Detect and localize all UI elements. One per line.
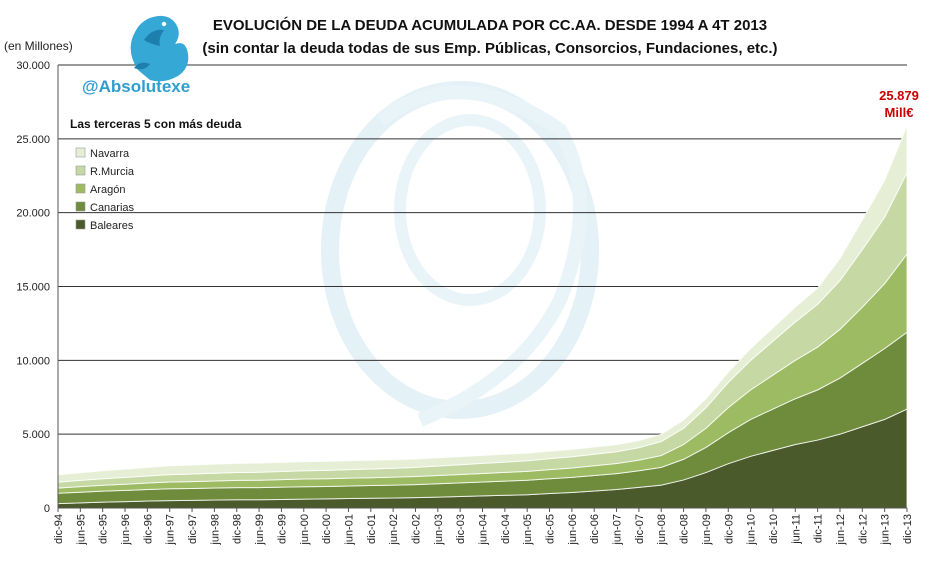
x-tick-label: jun-95 xyxy=(75,514,87,546)
x-tick-label: jun-08 xyxy=(656,514,668,546)
x-tick-label: dic-98 xyxy=(232,514,244,544)
chart-subtitle: (sin contar la deuda todas de sus Emp. P… xyxy=(202,40,777,57)
callout-value: 25.879 xyxy=(879,88,919,103)
griffin-watermark-icon xyxy=(321,81,599,427)
x-tick-label: dic-03 xyxy=(455,514,467,544)
x-tick-label: dic-94 xyxy=(53,514,65,544)
griffin-logo-icon xyxy=(130,15,189,82)
x-tick-label: jun-98 xyxy=(209,514,221,546)
legend-label: Baleares xyxy=(90,220,134,232)
chart-title: EVOLUCIÓN DE LA DEUDA ACUMULADA POR CC.A… xyxy=(213,16,767,34)
x-tick-label: jun-10 xyxy=(746,514,758,546)
unit-label: (en Millones) xyxy=(4,39,73,53)
x-tick-label: jun-02 xyxy=(388,514,400,546)
x-tick-label: dic-95 xyxy=(98,514,110,544)
x-tick-label: jun-97 xyxy=(165,514,177,546)
x-tick-label: jun-12 xyxy=(835,514,847,546)
x-tick-label: dic-96 xyxy=(142,514,154,544)
x-tick-label: jun-05 xyxy=(522,514,534,546)
x-tick-label: jun-03 xyxy=(433,514,445,546)
y-tick-label: 20.000 xyxy=(16,208,50,220)
x-tick-label: jun-07 xyxy=(612,514,624,546)
x-tick-label: jun-09 xyxy=(701,514,713,546)
y-tick-label: 25.000 xyxy=(16,134,50,146)
x-tick-label: jun-04 xyxy=(478,514,490,546)
legend-label: Canarias xyxy=(90,202,135,214)
legend-swatch xyxy=(75,147,86,158)
legend: Navarra R.Murcia Aragón Canarias Baleares xyxy=(75,147,135,232)
x-tick-label: jun-99 xyxy=(254,514,266,546)
x-tick-label: jun-01 xyxy=(343,514,355,546)
x-tick-label: jun-96 xyxy=(120,514,132,546)
x-tick-label: dic-08 xyxy=(679,514,691,544)
x-axis-ticks: dic-94 jun-95 dic-95 jun-96 dic-96 jun-97 dic-… xyxy=(53,508,914,546)
legend-swatch xyxy=(75,219,86,230)
y-tick-label: 30.000 xyxy=(16,60,50,72)
y-tick-label: 0 xyxy=(44,503,50,515)
x-tick-label: dic-99 xyxy=(276,514,288,544)
x-tick-label: dic-97 xyxy=(187,514,199,544)
x-tick-label: dic-01 xyxy=(366,514,378,544)
legend-label: Aragón xyxy=(90,184,125,196)
y-tick-label: 15.000 xyxy=(16,282,50,294)
x-tick-label: dic-13 xyxy=(902,514,914,544)
x-tick-label: dic-05 xyxy=(545,514,557,544)
area-series xyxy=(57,125,908,509)
x-tick-label: jun-00 xyxy=(299,514,311,546)
x-tick-label: dic-11 xyxy=(813,514,825,543)
x-tick-label: dic-02 xyxy=(410,514,422,544)
legend-swatch xyxy=(75,183,86,194)
x-tick-label: dic-12 xyxy=(857,514,869,544)
author-handle: @Absolutexe xyxy=(82,77,190,96)
x-tick-label: jun-13 xyxy=(880,514,892,546)
x-tick-label: dic-04 xyxy=(500,514,512,544)
y-axis-ticks: 0 5.000 10.000 15.000 20.000 25.000 30.000 xyxy=(16,60,50,515)
callout-unit: Mill€ xyxy=(885,105,914,120)
x-tick-label: jun-06 xyxy=(567,514,579,546)
x-tick-label: dic-09 xyxy=(723,514,735,544)
x-tick-label: dic-00 xyxy=(321,514,333,544)
x-tick-label: dic-07 xyxy=(634,514,646,544)
y-tick-label: 5.000 xyxy=(22,429,50,441)
legend-label: R.Murcia xyxy=(90,166,135,178)
legend-swatch xyxy=(75,165,86,176)
legend-swatch xyxy=(75,201,86,212)
y-tick-label: 10.000 xyxy=(16,355,50,367)
legend-title: Las terceras 5 con más deuda xyxy=(70,117,242,131)
legend-label: Navarra xyxy=(90,148,130,160)
x-tick-label: jun-11 xyxy=(790,514,802,545)
x-tick-label: dic-10 xyxy=(768,514,780,544)
x-tick-label: dic-06 xyxy=(589,514,601,544)
area-navarra xyxy=(57,125,908,483)
